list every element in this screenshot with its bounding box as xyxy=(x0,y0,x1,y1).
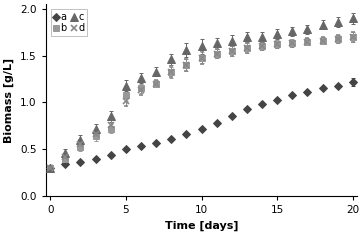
Legend: a, b, c, d: a, b, c, d xyxy=(51,9,87,36)
X-axis label: Time [days]: Time [days] xyxy=(165,221,238,231)
Y-axis label: Biomass [g/L]: Biomass [g/L] xyxy=(4,58,15,143)
